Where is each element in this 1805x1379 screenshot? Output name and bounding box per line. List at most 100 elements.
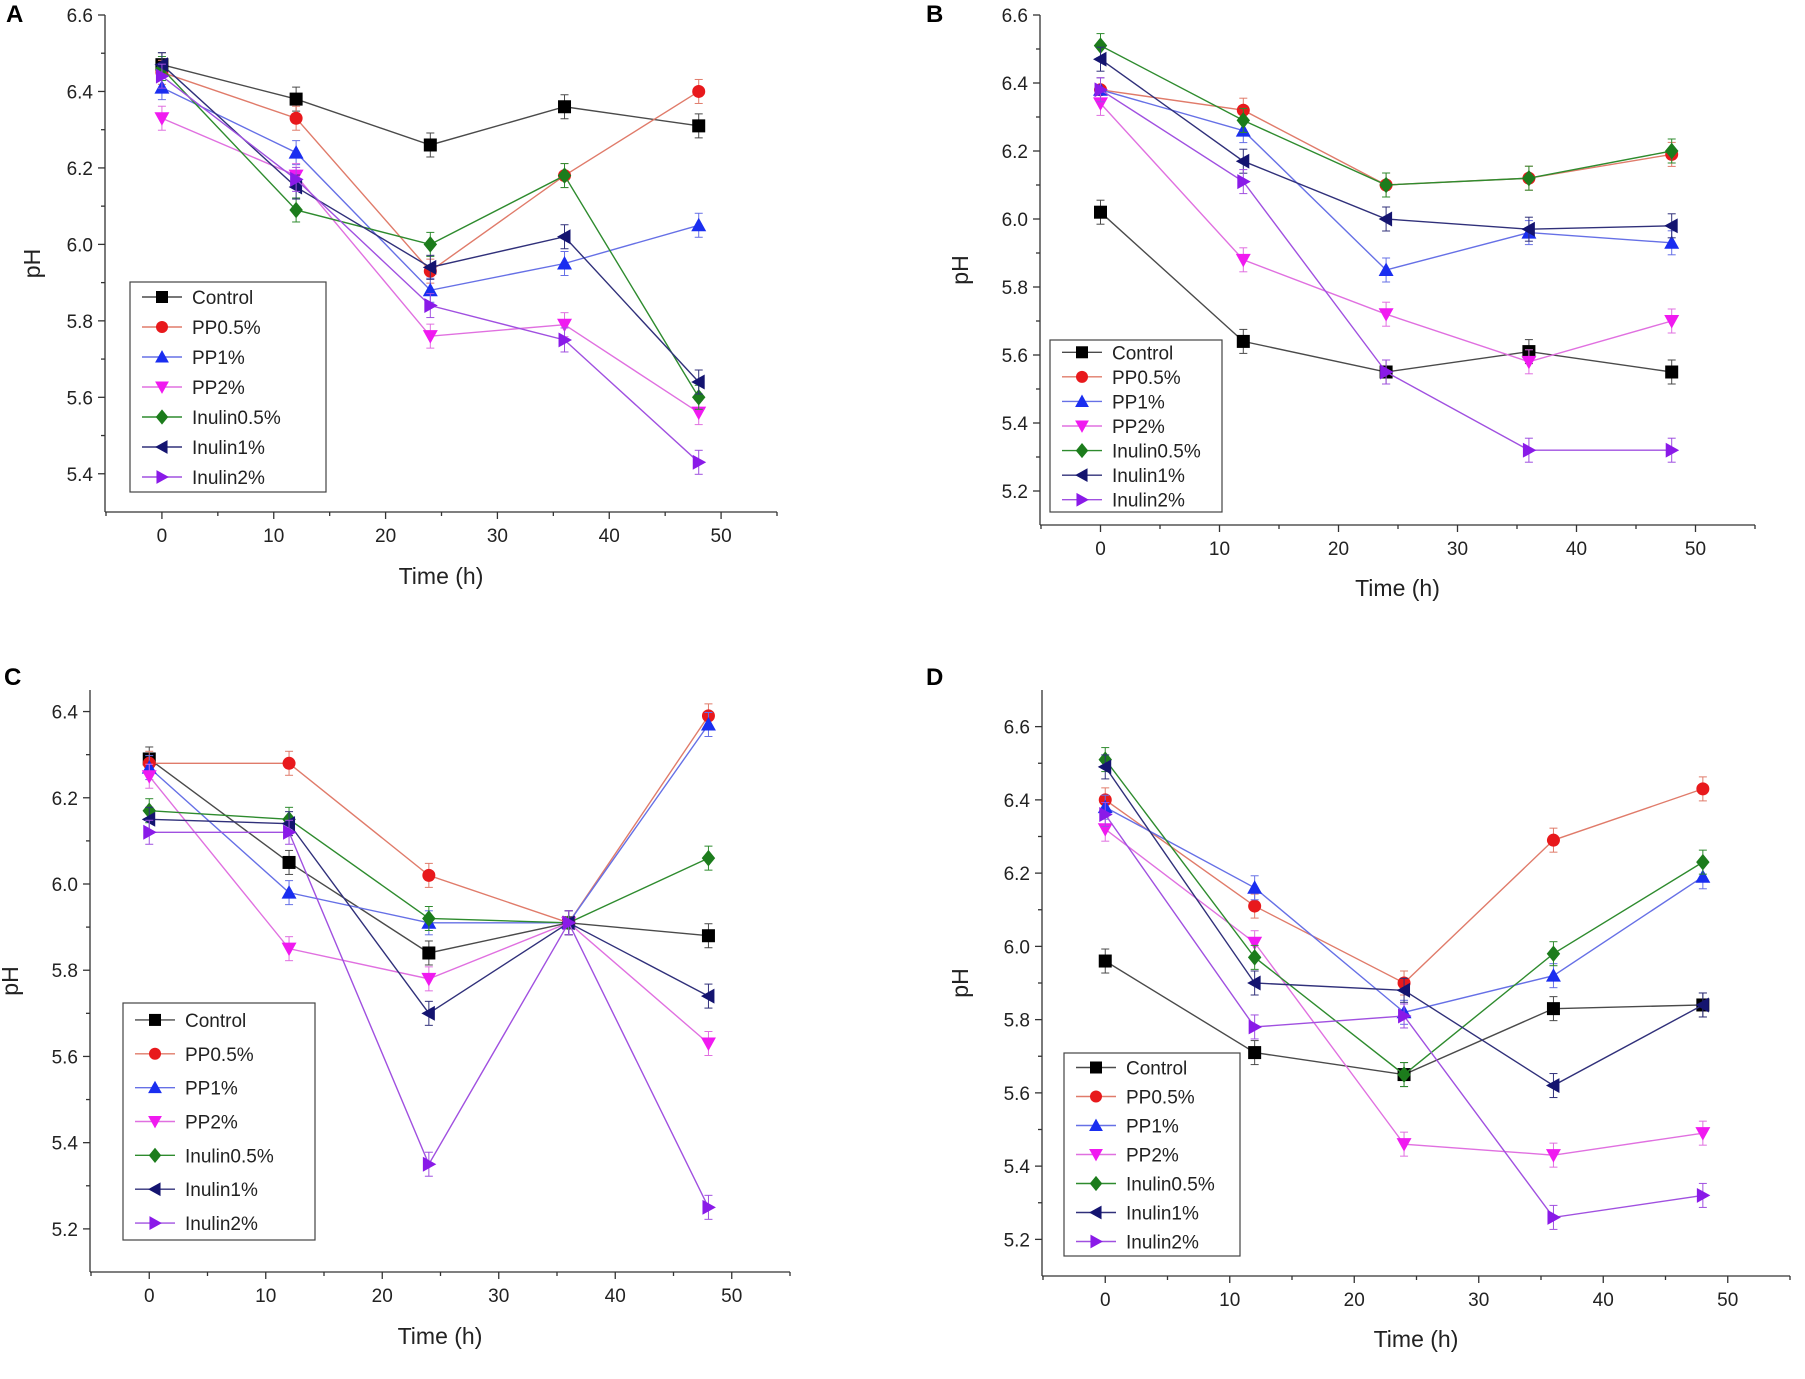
y-tick-label: 5.2 — [1002, 482, 1028, 503]
legend-marker — [1089, 1175, 1103, 1192]
data-point — [289, 92, 303, 106]
x-tick-label: 40 — [1566, 539, 1587, 560]
x-axis-title: Time (h) — [399, 563, 484, 589]
y-tick-label: 5.4 — [1002, 414, 1029, 435]
data-point — [141, 811, 156, 827]
x-tick-label: 0 — [1100, 1290, 1111, 1311]
series-line — [1104, 788, 1704, 984]
data-point — [1247, 975, 1261, 991]
legend-marker — [156, 321, 168, 333]
data-point — [1236, 112, 1251, 129]
y-tick-label: 6.0 — [67, 235, 93, 256]
series-inulin0-5- — [155, 56, 706, 410]
series-line — [148, 724, 710, 924]
data-point — [558, 100, 572, 114]
series-inulin2- — [143, 819, 716, 1220]
data-point — [1397, 1066, 1411, 1083]
data-point — [1247, 936, 1263, 951]
data-point — [1547, 1209, 1561, 1225]
legend-marker — [148, 1080, 162, 1094]
legend-label: Inulin2% — [192, 468, 265, 489]
data-point — [692, 84, 706, 98]
y-axis-title: pH — [947, 255, 973, 284]
data-point — [282, 855, 296, 869]
legend-entry: PP2% — [1076, 1146, 1179, 1167]
legend-label: PP0.5% — [1126, 1088, 1195, 1109]
legend-marker — [149, 1047, 161, 1060]
legend-entry: PP0.5% — [142, 318, 261, 339]
legend-entry: Inulin1% — [1076, 1204, 1199, 1225]
x-tick-label: 50 — [721, 1286, 742, 1307]
data-point — [423, 138, 437, 152]
legend-marker — [1076, 346, 1088, 359]
data-point — [700, 988, 715, 1004]
x-tick-label: 20 — [375, 526, 396, 547]
legend-entry: Inulin2% — [142, 468, 265, 489]
legend-marker — [148, 1182, 161, 1197]
data-point — [1379, 176, 1393, 194]
series-pp0-5- — [142, 703, 715, 936]
data-point — [1248, 1019, 1263, 1035]
legend-marker — [1075, 468, 1088, 483]
data-point — [1093, 37, 1108, 54]
data-point — [1664, 142, 1679, 160]
legend-entry: Inulin2% — [1076, 1233, 1199, 1254]
data-point — [422, 282, 438, 297]
series-pp1- — [141, 711, 716, 936]
data-point — [422, 946, 436, 960]
legend-entry: PP2% — [142, 378, 245, 399]
x-tick-label: 10 — [263, 526, 284, 547]
legend-label: Control — [1126, 1059, 1187, 1080]
data-point — [557, 167, 572, 184]
legend-marker — [148, 1147, 162, 1163]
y-tick-label: 5.4 — [1004, 1157, 1031, 1178]
legend-marker — [149, 1013, 161, 1026]
y-tick-label: 5.6 — [1004, 1084, 1030, 1105]
legend-marker — [155, 409, 169, 425]
data-point — [422, 330, 438, 344]
data-point — [1099, 807, 1113, 822]
legend-marker — [149, 1216, 162, 1230]
series-inulin1- — [1097, 754, 1709, 1099]
data-point — [692, 454, 707, 470]
data-point — [155, 68, 170, 84]
data-point — [1094, 205, 1107, 219]
x-tick-label: 30 — [1447, 539, 1468, 560]
data-point — [1396, 1138, 1412, 1152]
legend-marker — [156, 470, 169, 484]
data-point — [1696, 782, 1710, 796]
series-control — [155, 52, 706, 158]
data-point — [422, 259, 437, 275]
legend-entry: PP1% — [1062, 392, 1165, 413]
legend-entry: Inulin0.5% — [142, 408, 281, 429]
data-point — [1696, 1187, 1711, 1203]
data-point — [557, 229, 571, 245]
x-tick-label: 40 — [599, 526, 620, 547]
y-tick-label: 5.6 — [67, 388, 93, 409]
x-tick-label: 0 — [157, 526, 168, 547]
data-point — [283, 824, 297, 840]
data-point — [1380, 364, 1394, 380]
legend-label: PP1% — [185, 1079, 238, 1100]
legend-label: Control — [1112, 343, 1173, 364]
legend-entry: PP1% — [142, 348, 245, 369]
y-axis-title: pH — [947, 968, 973, 997]
legend-entry: PP2% — [135, 1113, 238, 1134]
series-pp2- — [1093, 90, 1680, 375]
x-tick-label: 20 — [1344, 1290, 1365, 1311]
legend-label: PP1% — [1112, 392, 1165, 413]
data-point — [141, 770, 157, 784]
data-point — [1235, 253, 1251, 268]
data-point — [557, 256, 572, 270]
legend-marker — [148, 1115, 162, 1129]
legend-label: Control — [185, 1011, 246, 1032]
y-tick-label: 5.4 — [67, 465, 94, 486]
legend-entry: Control — [1076, 1059, 1187, 1080]
x-tick-label: 0 — [1095, 539, 1106, 560]
data-point — [1247, 880, 1263, 894]
data-point — [421, 972, 437, 987]
y-tick-label: 6.6 — [67, 6, 93, 27]
legend-label: Inulin1% — [1126, 1204, 1199, 1225]
legend-marker — [1090, 1234, 1103, 1249]
series-inulin2- — [1099, 802, 1711, 1230]
